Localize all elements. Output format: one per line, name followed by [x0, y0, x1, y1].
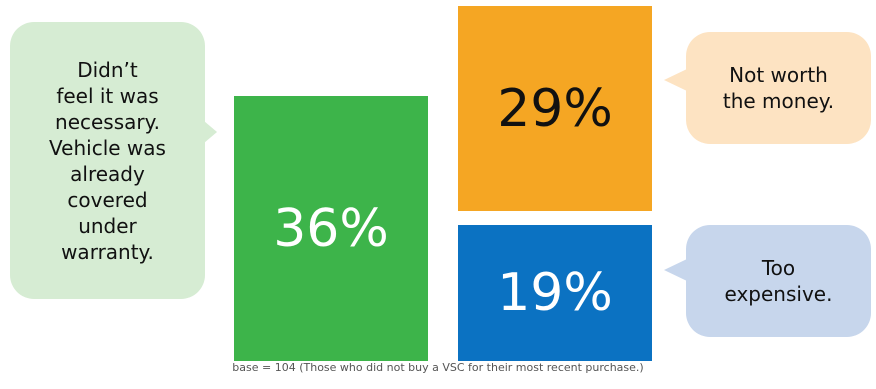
value-box-not-necessary: 36%: [234, 96, 428, 361]
value-label-not-worth-money: 29%: [497, 78, 613, 139]
reason-label-not-necessary: Didn’t feel it was necessary. Vehicle wa…: [49, 57, 166, 264]
reason-bubble-too-expensive: Too expensive.: [686, 225, 871, 337]
value-label-too-expensive: 19%: [497, 263, 613, 323]
reason-bubble-not-necessary: Didn’t feel it was necessary. Vehicle wa…: [10, 22, 205, 299]
chart-footnote: base = 104 (Those who did not buy a VSC …: [232, 361, 644, 374]
value-box-too-expensive: 19%: [458, 225, 652, 361]
reason-bubble-too-expensive-tail: [664, 259, 687, 281]
reason-label-too-expensive: Too expensive.: [724, 256, 833, 306]
reason-label-not-worth-money: Not worth the money.: [722, 63, 835, 113]
reason-bubble-not-necessary-tail: [204, 121, 217, 143]
value-box-not-worth-money: 29%: [458, 6, 652, 211]
reason-bubble-not-worth-money-tail: [664, 69, 687, 91]
reason-bubble-not-worth-money: Not worth the money.: [686, 32, 871, 144]
value-label-not-necessary: 36%: [273, 198, 389, 259]
